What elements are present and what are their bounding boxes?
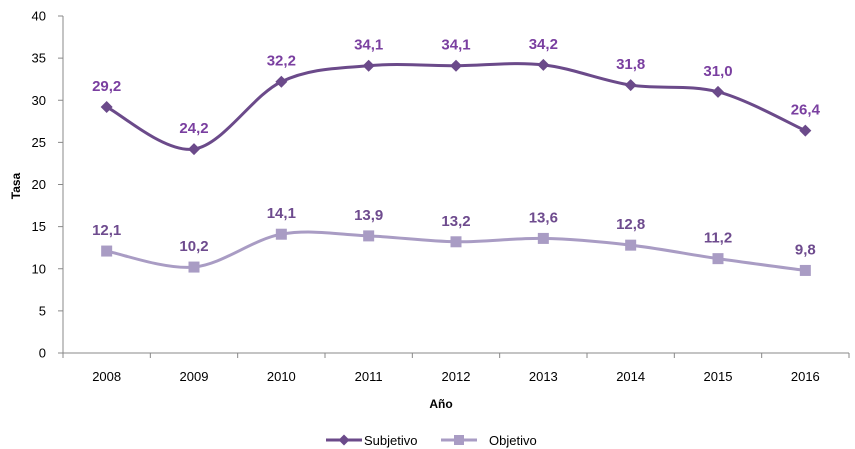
data-label-objetivo: 10,2: [179, 238, 208, 255]
x-tick-label: 2011: [355, 369, 383, 384]
x-axis-title: Año: [429, 397, 452, 411]
data-label-subjetivo: 34,1: [354, 37, 383, 54]
x-tick-label: 2015: [704, 369, 733, 384]
chart-legend: Subjetivo Objetivo: [326, 433, 537, 448]
data-label-subjetivo: 29,2: [92, 78, 121, 95]
data-point-objetivo: [712, 253, 724, 265]
legend-label-subjetivo: Subjetivo: [364, 433, 417, 448]
data-point-objetivo: [450, 236, 462, 248]
data-label-objetivo: 11,2: [704, 230, 732, 247]
series-line-subjetivo: [105, 62, 806, 151]
data-point-subjetivo: [275, 75, 288, 88]
y-tick-label: 5: [39, 303, 46, 318]
x-tick-label: 2013: [529, 369, 558, 384]
data-label-objetivo: 13,9: [354, 207, 383, 224]
data-label-subjetivo: 34,2: [529, 36, 558, 53]
x-tick-label: 2010: [267, 369, 296, 384]
data-label-subjetivo: 31,0: [703, 63, 732, 80]
y-tick-label: 35: [32, 51, 46, 66]
data-point-subjetivo: [362, 59, 375, 72]
data-point-subjetivo: [537, 58, 550, 71]
data-point-subjetivo: [188, 143, 200, 156]
data-label-objetivo: 13,6: [529, 209, 558, 226]
legend-marker-objetivo: [454, 435, 464, 445]
data-point-subjetivo: [450, 59, 462, 72]
data-point-objetivo: [363, 230, 375, 242]
x-tick-label: 2008: [92, 369, 121, 384]
data-label-objetivo: 12,8: [616, 216, 645, 233]
data-point-objetivo: [188, 261, 200, 273]
y-tick-label: 15: [32, 219, 46, 234]
y-tick-label: 20: [32, 177, 46, 192]
data-label-subjetivo: 34,1: [441, 37, 470, 54]
data-point-subjetivo: [100, 100, 113, 113]
chart-axes: 0 5 10 15 20 25 30 35 40 2008 2009 2010 2011 2012 2013…: [32, 9, 850, 384]
x-tick-label: 2012: [442, 369, 471, 384]
data-label-objetivo: 9,8: [795, 241, 816, 258]
data-point-objetivo: [537, 232, 549, 244]
data-point-subjetivo: [712, 85, 724, 98]
data-point-subjetivo: [799, 124, 812, 137]
y-tick-label: 0: [39, 346, 46, 361]
data-point-objetivo: [275, 228, 287, 240]
data-point-objetivo: [799, 264, 811, 276]
legend-label-objetivo: Objetivo: [489, 433, 537, 448]
data-label-subjetivo: 32,2: [267, 53, 296, 70]
y-tick-label: 10: [32, 261, 46, 276]
data-label-subjetivo: 31,8: [616, 56, 645, 73]
x-tick-label: 2009: [180, 369, 209, 384]
data-point-objetivo: [101, 245, 113, 257]
data-point-objetivo: [625, 239, 637, 251]
x-tick-label: 2016: [791, 369, 820, 384]
y-axis-title: Tasa: [9, 172, 23, 199]
data-point-subjetivo: [624, 79, 637, 92]
chart-data-labels: 29,2 24,2 32,2 34,1 34,1 34,2 31,8 31,0 26,4 12,1…: [92, 36, 821, 259]
y-tick-label: 40: [32, 9, 46, 24]
data-label-subjetivo: 24,2: [179, 120, 208, 137]
data-label-objetivo: 14,1: [267, 205, 296, 222]
chart-series: [100, 58, 812, 276]
y-tick-label: 30: [32, 93, 46, 108]
data-label-subjetivo: 26,4: [791, 102, 821, 119]
data-label-objetivo: 12,1: [92, 222, 121, 239]
x-tick-label: 2014: [616, 369, 645, 384]
y-tick-label: 25: [32, 135, 46, 150]
data-label-objetivo: 13,2: [441, 213, 470, 230]
legend-marker-subjetivo: [338, 434, 350, 446]
